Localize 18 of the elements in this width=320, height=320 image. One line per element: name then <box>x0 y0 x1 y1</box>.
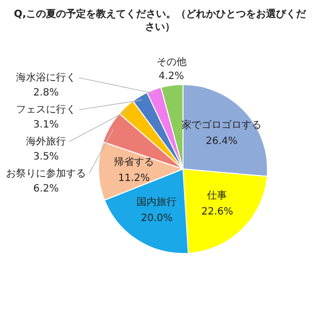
slice-label: フェスに行く <box>16 104 76 116</box>
data-label: 26.4% <box>206 136 238 148</box>
slice-label: お祭りに参加する <box>6 167 86 180</box>
chart-title: Q,この夏の予定を教えてください。（どれかひとつをお選びください） <box>12 8 308 35</box>
slice-label: 仕事 <box>207 190 228 202</box>
slice-label: 帰省する <box>114 156 154 168</box>
data-label: 3.1% <box>33 119 59 130</box>
slice-label: 海外旅行 <box>26 135 66 148</box>
data-label: 2.8% <box>33 87 59 98</box>
data-label: 6.2% <box>33 183 59 194</box>
data-label: 22.6% <box>201 206 234 218</box>
slice-label: その他 <box>156 56 186 68</box>
slice-label: 国内旅行 <box>136 196 177 208</box>
data-label: 3.5% <box>33 151 59 162</box>
slice-label: 海水浴に行く <box>16 71 76 84</box>
data-label: 20.0% <box>140 212 173 224</box>
data-label: 4.2% <box>158 71 184 82</box>
data-label: 11.2% <box>118 172 150 184</box>
